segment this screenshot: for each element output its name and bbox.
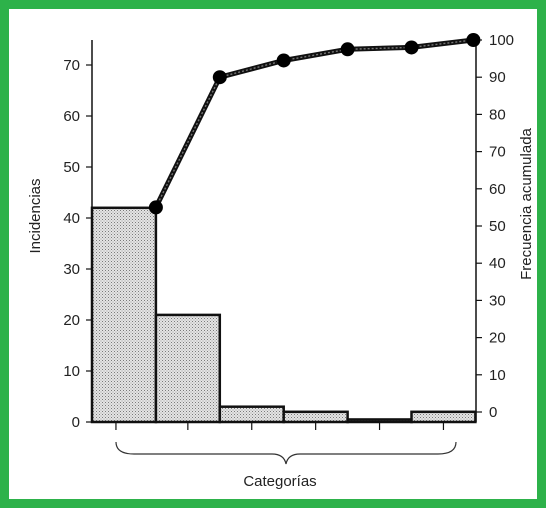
x-axis-title: Categorías [243, 473, 316, 490]
cumulative-line-group [148, 33, 481, 215]
left-ticks-group: 0 10 20 30 40 50 60 70 [63, 57, 92, 431]
left-tick-label-20: 20 [63, 312, 80, 329]
bar-1 [90, 206, 158, 424]
cumulative-point-5 [404, 40, 419, 55]
cumulative-point-2 [212, 70, 227, 85]
right-tick-label-100: 100 [489, 32, 514, 49]
right-tick-label-50: 50 [489, 218, 506, 235]
cumulative-point-4 [340, 42, 355, 57]
right-tick-label-10: 10 [489, 367, 506, 384]
bar-4 [282, 410, 349, 424]
left-tick-label-40: 40 [63, 210, 80, 227]
right-tick-label-20: 20 [489, 330, 506, 347]
right-tick-label-0: 0 [489, 404, 497, 421]
left-tick-label-10: 10 [63, 363, 80, 380]
left-tick-label-70: 70 [63, 57, 80, 74]
cumulative-point-1 [148, 200, 163, 215]
cumulative-point-6 [466, 33, 481, 47]
left-tick-label-50: 50 [63, 159, 80, 176]
right-tick-label-70: 70 [489, 144, 506, 161]
bar-3 [218, 405, 285, 424]
category-brace [115, 441, 457, 465]
bar-2 [154, 313, 222, 424]
cumulative-line-outer [153, 37, 474, 209]
left-tick-label-30: 30 [63, 261, 80, 278]
bar-6 [410, 410, 477, 424]
x-ticks-group [115, 422, 445, 430]
right-tick-label-90: 90 [489, 69, 506, 86]
left-axis-title: Incidencias [27, 178, 44, 253]
right-tick-label-40: 40 [489, 255, 506, 272]
right-tick-label-30: 30 [489, 292, 506, 309]
left-tick-label-60: 60 [63, 108, 80, 125]
cumulative-line-inner [155, 39, 474, 208]
left-tick-label-0: 0 [72, 414, 80, 431]
right-axis-title: Frecuencia acumulada [518, 127, 535, 279]
right-tick-label-60: 60 [489, 181, 506, 198]
cumulative-point-3 [276, 53, 291, 68]
bars-group [90, 206, 477, 424]
right-ticks-group: 0 10 20 30 40 50 60 70 80 90 100 [476, 32, 514, 421]
right-tick-label-80: 80 [489, 106, 506, 123]
